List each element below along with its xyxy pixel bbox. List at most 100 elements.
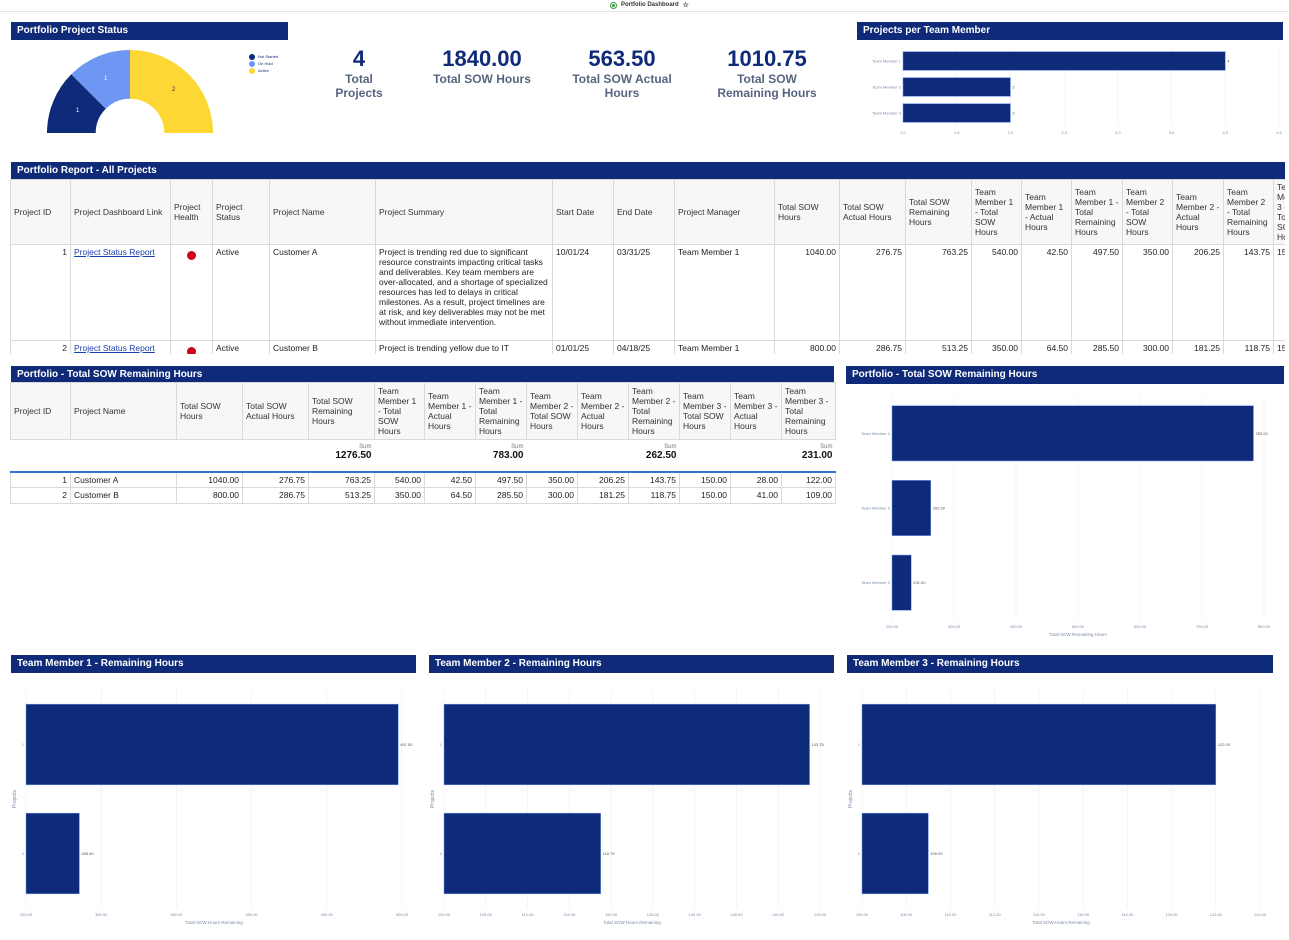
kpi-label: Total SOW Hours	[433, 72, 531, 86]
report-table-container[interactable]: Project ID Project Dashboard Link Projec…	[10, 179, 1285, 354]
x-tick-label: 120.00	[605, 912, 618, 917]
bar[interactable]	[25, 703, 399, 786]
col-header[interactable]: Team Member 2 - Total Remaining Hours	[628, 382, 680, 440]
col-header[interactable]: Team Member 2 - Total SOW Hours	[526, 382, 578, 440]
gauge-segment-not-started[interactable]	[46, 74, 106, 133]
legend-item-not-started[interactable]: Not Started	[249, 53, 278, 60]
x-tick-label: 120.00	[1165, 912, 1178, 917]
bar[interactable]	[861, 703, 1217, 786]
col-header[interactable]: Team Member 2 - Total Remaining Hours	[1223, 179, 1274, 245]
bar[interactable]	[861, 812, 929, 895]
remaining-hours-table: Project ID Project Name Total SOW Hours …	[10, 382, 836, 504]
kpi-total-sow-actual: 563.50 Total SOW Actual Hours	[560, 46, 684, 100]
y-tick-label: Team Member 3	[872, 111, 902, 116]
x-tick-label: 106.00	[856, 912, 869, 917]
cell-end: 04/18/25	[613, 340, 675, 354]
x-tick-label: 4.5	[1276, 130, 1282, 135]
bar[interactable]	[891, 405, 1254, 462]
col-header[interactable]: Team Member 3 - Total SOW Hours	[679, 382, 731, 440]
bar[interactable]	[891, 554, 912, 611]
portfolio-report-table: Project ID Project Dashboard Link Projec…	[10, 179, 1285, 354]
project-status-report-link[interactable]: Project Status Report	[74, 247, 155, 257]
kpi-value: 4	[352, 46, 366, 71]
x-tick-label: 400.00	[245, 912, 258, 917]
col-header[interactable]: Team Member 1 - Actual Hours	[1021, 179, 1072, 245]
col-header[interactable]: Team Member 1 - Total SOW Hours	[971, 179, 1022, 245]
cell-name: Customer A	[269, 244, 376, 341]
bar[interactable]	[25, 812, 80, 895]
bar-value-label: 497.50	[400, 742, 413, 747]
col-header[interactable]: Project Name	[70, 382, 177, 440]
gauge-segment-on-hold[interactable]	[71, 49, 130, 109]
x-tick-label: 350.00	[170, 912, 183, 917]
total-remaining-chart: 200.00 300.00 400.00 500.00 600.00 700.00 800.…	[861, 396, 1271, 637]
cell-tm2-remaining: 118.75	[1223, 340, 1274, 354]
bar[interactable]	[902, 51, 1226, 71]
report-panel-title: Portfolio Report - All Projects	[11, 162, 1285, 180]
x-tick-label: 112.00	[989, 912, 1002, 917]
col-header[interactable]: Project Summary	[375, 179, 553, 245]
col-header[interactable]: Team Member 1 - Total Remaining Hours	[1071, 179, 1123, 245]
col-header[interactable]: Team Member 2 - Total SOW Hours	[1122, 179, 1173, 245]
col-header[interactable]: Team Member 1 - Total Remaining Hours	[475, 382, 527, 440]
col-header[interactable]: Project Health	[170, 179, 213, 245]
kpi-label: Total SOW Actual	[572, 72, 672, 86]
x-tick-label: 116.00	[1077, 912, 1090, 917]
x-tick-label: 125.00	[647, 912, 660, 917]
col-header[interactable]: Team Member 3 - Actual Hours	[730, 382, 782, 440]
col-header[interactable]: Project Status	[212, 179, 270, 245]
bar[interactable]	[891, 480, 931, 536]
col-header[interactable]: Total SOW Remaining Hours	[308, 382, 375, 440]
col-header[interactable]: Team Member 3 - Total SOW Hours	[1273, 179, 1285, 245]
cell: 41.00	[730, 487, 782, 504]
cell-end: 03/31/25	[613, 244, 675, 341]
remaining-table-container[interactable]: Project ID Project Name Total SOW Hours …	[10, 382, 836, 504]
col-header[interactable]: Team Member 1 - Actual Hours	[424, 382, 476, 440]
col-header[interactable]: Project Manager	[674, 179, 775, 245]
cell: 276.75	[242, 471, 309, 488]
col-header[interactable]: Team Member 3 - Total Remaining Hours	[781, 382, 836, 440]
cell-pm: Team Member 1	[674, 244, 775, 341]
col-header[interactable]: End Date	[613, 179, 675, 245]
col-header[interactable]: Team Member 1 - Total SOW Hours	[374, 382, 425, 440]
bar[interactable]	[443, 812, 601, 895]
col-header[interactable]: Team Member 2 - Actual Hours	[577, 382, 629, 440]
project-status-report-link[interactable]: Project Status Report	[74, 343, 155, 353]
col-header[interactable]: Total SOW Hours	[774, 179, 840, 245]
health-red-icon	[187, 347, 196, 354]
x-axis-label: Total SOW Hours Remaining	[1032, 920, 1090, 925]
col-header[interactable]: Project ID	[10, 382, 71, 440]
x-tick-label: 135.00	[730, 912, 743, 917]
legend-item-active[interactable]: Active	[249, 67, 278, 74]
remaining-chart-title: Portfolio - Total SOW Remaining Hours	[846, 366, 1284, 384]
y-tick-label: Team Member 2	[861, 506, 891, 511]
col-header[interactable]: Project ID	[10, 179, 71, 245]
top-bar: Portfolio Dashboard ☆	[0, 0, 1289, 12]
x-tick-label: 1.0	[900, 130, 906, 135]
bar[interactable]	[902, 77, 1011, 97]
col-header[interactable]: Total SOW Hours	[176, 382, 243, 440]
x-tick-label: 250.00	[20, 912, 33, 917]
legend-item-on-hold[interactable]: On Hold	[249, 60, 278, 67]
cell-tm1-remaining: 285.50	[1071, 340, 1123, 354]
col-header[interactable]: Team Member 2 - Actual Hours	[1172, 179, 1224, 245]
col-header[interactable]: Total SOW Actual Hours	[839, 179, 906, 245]
col-header[interactable]: Total SOW Remaining Hours	[905, 179, 972, 245]
bar-value-label: 231.00	[913, 580, 926, 585]
table-row: 1 Customer A 1040.00 276.75 763.25 540.0…	[10, 471, 836, 488]
y-tick-label: 2	[858, 851, 861, 856]
bar[interactable]	[902, 103, 1011, 123]
cell-project-id: 1	[10, 244, 71, 341]
cell-sow: 1040.00	[774, 244, 840, 341]
x-tick-label: 110.00	[522, 912, 535, 917]
col-header[interactable]: Start Date	[552, 179, 614, 245]
bar[interactable]	[443, 703, 810, 786]
status-panel-title: Portfolio Project Status	[11, 22, 288, 40]
cell-dashboard-link: Project Status Report	[70, 244, 171, 341]
favorite-star-icon[interactable]: ☆	[682, 2, 689, 9]
bar-value-label: 262.50	[933, 506, 946, 511]
col-header[interactable]: Total SOW Actual Hours	[242, 382, 309, 440]
col-header[interactable]: Project Name	[269, 179, 376, 245]
gauge-segment-active[interactable]	[130, 50, 213, 133]
col-header[interactable]: Project Dashboard Link	[70, 179, 171, 245]
